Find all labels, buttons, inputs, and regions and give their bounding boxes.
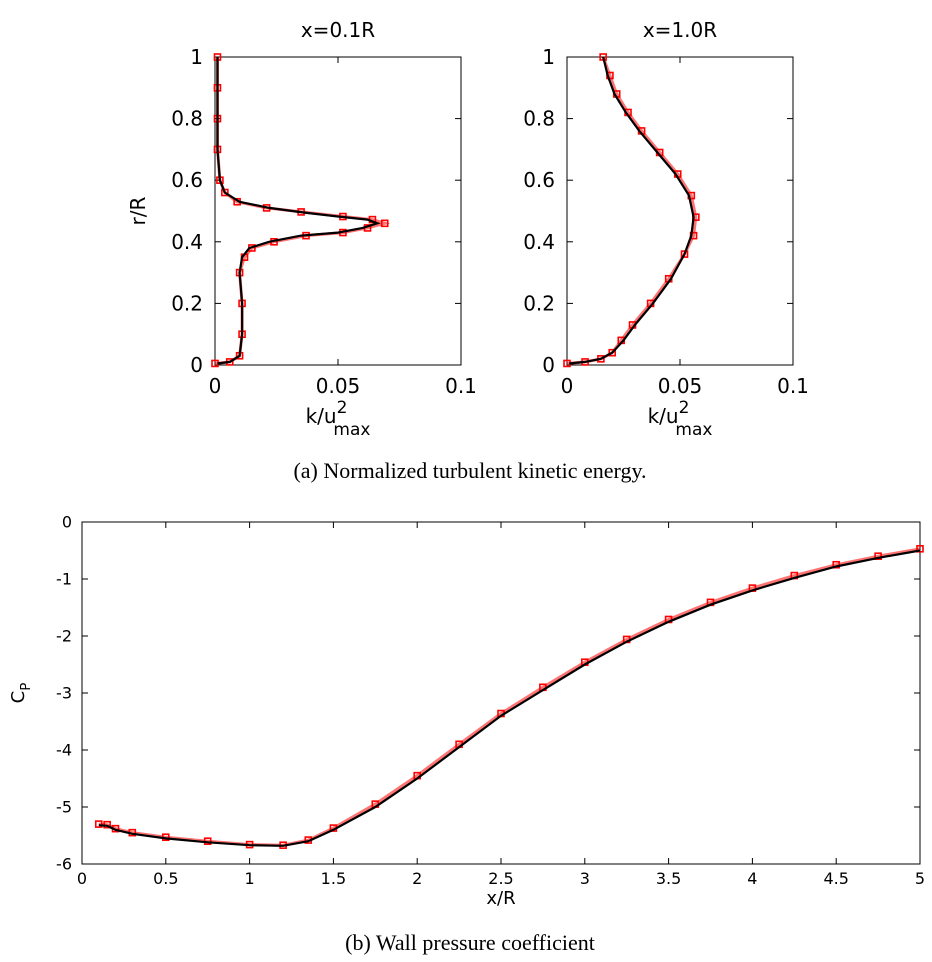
x-axis-label: k/u2 max [648, 398, 713, 440]
x-axis-label-sub: max [333, 420, 370, 440]
x-tick-label: 1.5 [321, 869, 346, 888]
x-axis-label-sub: max [675, 420, 712, 440]
plot-frame [566, 56, 794, 366]
y-tick-label: 0.2 [523, 291, 555, 315]
y-tick-label: -5 [56, 798, 72, 817]
y-tick-label: 0.4 [171, 230, 203, 254]
y-tick-label: 0.6 [171, 168, 203, 192]
y-tick-label: 1 [542, 45, 555, 69]
x-tick-label: 2 [412, 869, 422, 888]
marker-trace [214, 57, 391, 365]
y-tick-label: 1 [190, 45, 203, 69]
x-axis-label-base: k/u [306, 404, 337, 428]
chart-title: x=0.1R [301, 18, 375, 42]
x-axis-label-sup: 2 [679, 398, 690, 418]
y-axis-label: r/R [126, 196, 150, 225]
x-tick-label: 0.1 [777, 374, 809, 398]
y-tick-label: 0.4 [523, 230, 555, 254]
x-axis-label-sup: 2 [337, 398, 348, 418]
y-tick-label: -6 [56, 855, 72, 874]
marker-trace [566, 56, 698, 365]
y-tick-label: 0.6 [523, 168, 555, 192]
y-axis-label-sub: P [18, 683, 34, 691]
x-tick-label: 0 [561, 374, 574, 398]
x-axis-label-base: k/u [648, 404, 679, 428]
x-axis-label: k/u2 max [306, 398, 371, 440]
y-tick-label: -1 [56, 570, 72, 589]
x-tick-label: 0 [77, 869, 87, 888]
plot-frame [214, 56, 462, 366]
x-tick-label: 4 [747, 869, 757, 888]
x-tick-label: 0 [209, 374, 222, 398]
x-tick-label: 2.5 [488, 869, 513, 888]
caption-b: (b) Wall pressure coefficient [345, 930, 595, 955]
x-tick-label: 0.1 [445, 374, 477, 398]
y-tick-label: 0.8 [523, 107, 555, 131]
y-axis-label-base: C [8, 691, 29, 704]
y-tick-label: 0 [190, 353, 203, 377]
y-tick-label: -3 [56, 684, 72, 703]
x-axis-label: x/R [486, 888, 515, 909]
series-line [216, 57, 381, 365]
y-tick-label: -2 [56, 627, 72, 646]
x-tick-label: 3 [580, 869, 590, 888]
x-tick-label: 5 [915, 869, 925, 888]
caption-a: (a) Normalized turbulent kinetic energy. [293, 458, 646, 483]
panel-a1-plot: 0 0.05 0.1 0 0.2 0.4 0.6 0.8 1 x=0.1R k/u2 max r/R [126, 18, 477, 440]
marker-trace [98, 547, 921, 847]
x-tick-label: 0.05 [658, 374, 703, 398]
x-tick-label: 0.5 [153, 869, 178, 888]
y-tick-label: 0 [62, 513, 72, 532]
panel-b-plot: 0 0.5 1 1.5 2 2.5 3 3.5 4 4.5 5 -6 -5 -4 -3 -2 -1 0 x/R CP [8, 513, 925, 909]
y-tick-label: 0.8 [171, 107, 203, 131]
y-axis-label: CP [8, 683, 34, 704]
y-tick-label: -4 [56, 741, 72, 760]
series-line [569, 56, 695, 365]
y-tick-label: 0.2 [171, 291, 203, 315]
x-tick-label: 0.05 [316, 374, 361, 398]
chart-title: x=1.0R [643, 18, 717, 42]
panel-a2-plot: 0 0.05 0.1 0 0.2 0.4 0.6 0.8 1 x=1.0R k/u2 max [523, 18, 809, 440]
x-tick-label: 1 [245, 869, 255, 888]
x-tick-label: 3.5 [656, 869, 681, 888]
series-line [98, 549, 921, 847]
y-tick-label: 0 [542, 353, 555, 377]
x-tick-label: 4.5 [823, 869, 848, 888]
